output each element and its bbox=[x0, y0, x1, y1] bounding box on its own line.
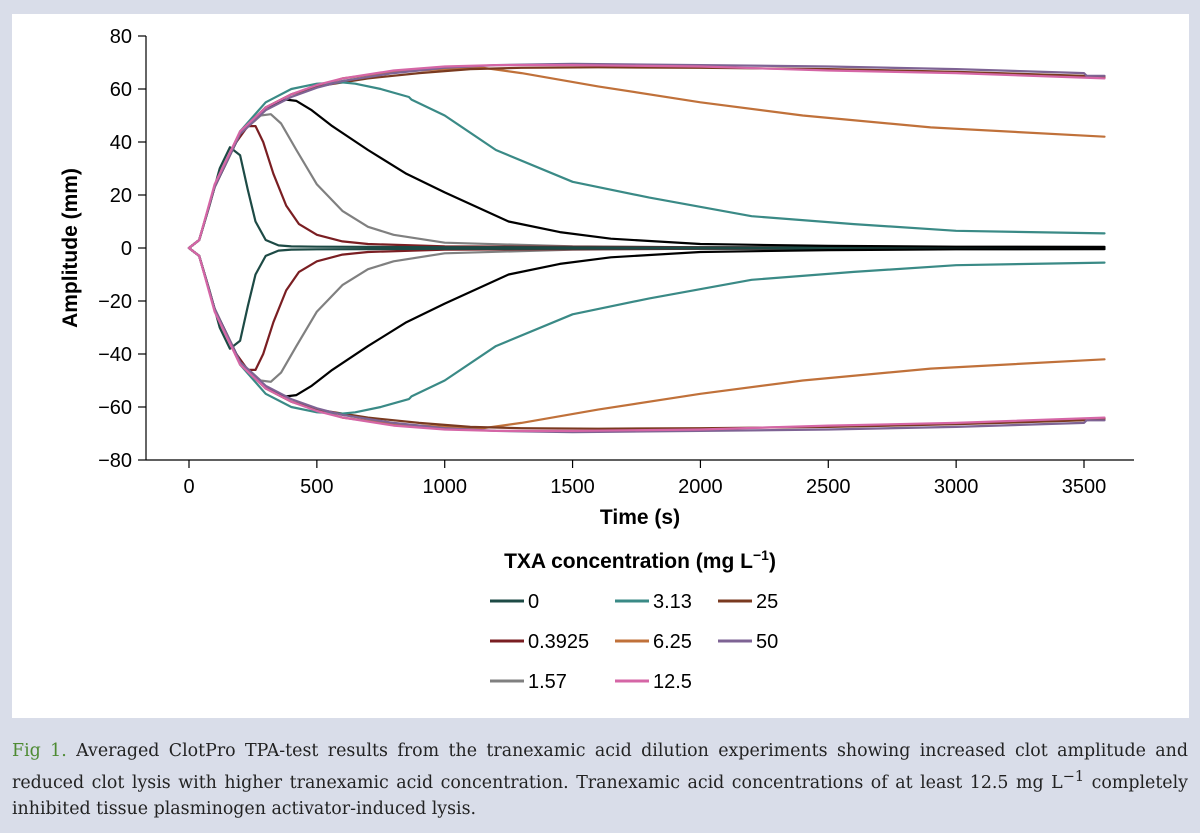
y-tick-label: 60 bbox=[110, 79, 132, 101]
legend-label: 6.25 bbox=[653, 631, 692, 653]
series-line-1-57-lower bbox=[187, 246, 1106, 383]
x-tick-label: 500 bbox=[300, 476, 333, 498]
series-line-0-ref-upper bbox=[187, 98, 1106, 250]
series-line-3-13-upper bbox=[187, 81, 1106, 250]
series-line-0-3925-upper bbox=[187, 125, 1106, 250]
series-line-0-ref-lower bbox=[187, 246, 1106, 398]
caption-superscript: −1 bbox=[1062, 769, 1085, 785]
series-line-3-13-lower bbox=[187, 246, 1106, 415]
legend-label: 0.3925 bbox=[528, 631, 589, 653]
series-line-6-25-lower bbox=[187, 246, 1106, 430]
y-tick-label: −20 bbox=[98, 291, 132, 313]
legend: 0 3.13 25 0.3925 6.25 50 1.57 12.5 bbox=[490, 591, 778, 693]
x-axis-label: Time (s) bbox=[600, 506, 680, 529]
series-line-50-lower bbox=[187, 246, 1106, 434]
x-tick-label: 1500 bbox=[550, 476, 595, 498]
series-line-0-3925-lower bbox=[187, 246, 1106, 371]
y-tick-label: 80 bbox=[110, 26, 132, 48]
legend-label: 25 bbox=[756, 591, 778, 613]
x-tick-label: 2500 bbox=[806, 476, 851, 498]
figure-panel: 80 60 40 20 0 −20 −40 −60 −80 0 500 1000 1500 2000 250… bbox=[12, 14, 1189, 718]
legend-label: 1.57 bbox=[528, 671, 567, 693]
series-line-12-5-upper bbox=[187, 63, 1106, 250]
x-tick-label: 3500 bbox=[1062, 476, 1107, 498]
figure-label: Fig 1. bbox=[12, 741, 67, 761]
x-tick-label: 0 bbox=[183, 476, 194, 498]
y-axis-label: Amplitude (mm) bbox=[59, 168, 82, 328]
legend-label: 50 bbox=[756, 631, 778, 653]
y-tick-label: 40 bbox=[110, 132, 132, 154]
y-tick-label: −40 bbox=[98, 344, 132, 366]
series-line-6-25-upper bbox=[187, 66, 1106, 250]
y-tick-label: −80 bbox=[98, 450, 132, 472]
series-line-12-5-lower bbox=[187, 246, 1106, 432]
y-tick-label: 0 bbox=[121, 238, 132, 260]
legend-title-superscript: −1 bbox=[753, 547, 769, 563]
y-tick-label: −60 bbox=[98, 397, 132, 419]
series-line-1-57-upper bbox=[187, 113, 1106, 250]
caption-text-end: completely inhibited tissue plasminogen … bbox=[12, 772, 1188, 819]
x-tick-label: 1000 bbox=[422, 476, 467, 498]
legend-label: 0 bbox=[528, 591, 539, 613]
figure-caption: Fig 1. Averaged ClotPro TPA-test results… bbox=[12, 738, 1188, 822]
caption-text: Averaged ClotPro TPA-test results from t… bbox=[12, 741, 1188, 793]
legend-title: TXA concentration (mg L−1) bbox=[504, 547, 776, 573]
legend-label: 3.13 bbox=[653, 591, 692, 613]
series-line-50-upper bbox=[187, 62, 1106, 250]
legend-label: 12.5 bbox=[653, 671, 692, 693]
x-tick-label: 3000 bbox=[934, 476, 979, 498]
x-tick-label: 2000 bbox=[678, 476, 723, 498]
y-tick-label: 20 bbox=[110, 185, 132, 207]
